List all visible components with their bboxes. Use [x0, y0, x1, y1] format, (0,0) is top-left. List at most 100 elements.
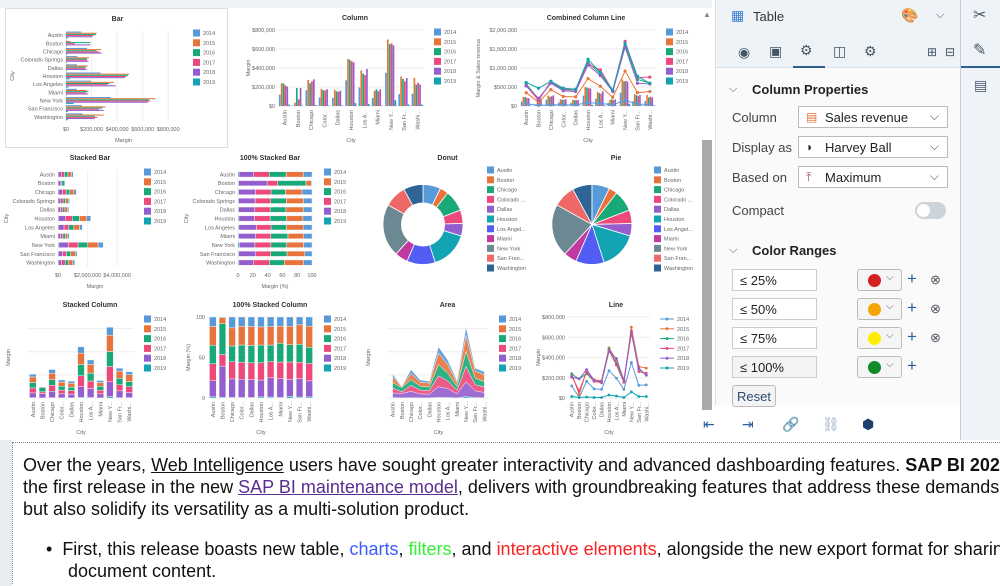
chart-pct_bar[interactable]: 100% Stacked Bar 2014 2015 2016 2017 2018 2019…: [180, 148, 360, 295]
chart-pct_column[interactable]: 100% Stacked Column 2014 2015 2016 2017 2018 2…: [180, 295, 360, 440]
column-segment: [77, 364, 85, 376]
doc-left-strip: [0, 440, 12, 586]
chart-pie[interactable]: Pie Austin Boston Chicago Colorado ... Dallas…: [530, 148, 702, 295]
color-picker[interactable]: ⌵: [857, 298, 902, 320]
paragraph-line-3: but also solidify its versatility as a m…: [23, 499, 470, 519]
palette-icon[interactable]: 🎨: [901, 7, 919, 23]
x-tick-label: Boston: [400, 402, 406, 419]
legend-label: New York: [497, 246, 520, 252]
reset-button[interactable]: Reset: [732, 385, 776, 407]
measure-icon: ▤: [806, 110, 818, 124]
tools-icon[interactable]: ✂: [973, 7, 987, 24]
line-point: [592, 387, 596, 391]
chart-column[interactable]: Column 2014 2015 2016 2017 2018 2019 Margin $0 $2…: [240, 8, 470, 148]
color-swatch: [868, 361, 881, 374]
web-intelligence-link[interactable]: Web Intelligence: [151, 455, 284, 475]
compact-toggle[interactable]: [915, 202, 946, 219]
legend-swatch: [654, 254, 661, 262]
x-tick-label: Washi...: [415, 110, 421, 130]
document-text-area[interactable]: Over the years, Web Intelligence users h…: [0, 440, 1000, 586]
scroll-up-icon[interactable]: ▲: [703, 10, 711, 19]
based-on-select[interactable]: ⤒ Maximum ⌵: [798, 166, 948, 188]
tab-layout-icon[interactable]: ◫: [833, 43, 847, 59]
column-segment: [67, 382, 75, 388]
display-as-select[interactable]: ◗ Harvey Ball ⌵: [798, 136, 948, 158]
column: [526, 97, 528, 106]
line-point: [611, 103, 615, 107]
add-range-icon[interactable]: +: [907, 298, 917, 317]
remove-range-icon[interactable]: ⊗: [930, 272, 941, 287]
column-segment: [58, 393, 66, 399]
hexagon-settings-icon[interactable]: ⬢: [862, 416, 875, 432]
column-segment: [247, 316, 255, 327]
clipboard-icon[interactable]: ▤: [974, 77, 988, 93]
chart-bar[interactable]: Bar 2014 2015 2016 2017 2018 2019 City $0 $200,00…: [5, 8, 228, 148]
bar: [66, 43, 75, 45]
bar-segment: [57, 189, 63, 195]
chart-stacked_bar[interactable]: Stacked Bar 2014 2015 2016 2017 2018 2019 City $…: [0, 148, 180, 295]
line-point: [648, 75, 652, 79]
range-input[interactable]: ≤ 75%: [732, 327, 817, 349]
expand-all-icon[interactable]: ⊞: [927, 45, 938, 59]
legend-label: Dallas: [664, 207, 680, 213]
legend-swatch: [324, 217, 331, 225]
display-as-value: Harvey Ball: [825, 140, 892, 155]
column-segment: [257, 316, 265, 328]
chart-donut[interactable]: Donut Austin Boston Chicago Colorado ... Dall…: [360, 148, 535, 295]
legend-swatch: [144, 207, 151, 215]
column: [603, 105, 606, 106]
column-segment: [67, 393, 75, 399]
add-range-icon[interactable]: +: [907, 327, 917, 346]
line-point: [570, 384, 574, 388]
range-input[interactable]: ≤ 100%: [732, 356, 817, 378]
legend-label: 2019: [676, 79, 688, 85]
tab-image-icon[interactable]: ▣: [769, 43, 783, 59]
color-picker[interactable]: ⌵: [857, 327, 902, 349]
range-input[interactable]: ≤ 50%: [732, 298, 817, 320]
unlink-icon[interactable]: ⛓: [822, 416, 840, 432]
text: the first release in the new: [23, 477, 239, 497]
indent-icon[interactable]: ⇥: [742, 416, 754, 432]
y-tick-label: $1,000,000: [489, 66, 517, 72]
column-segment: [218, 354, 227, 367]
column-select[interactable]: ▤ Sales revenue ⌵: [798, 106, 948, 128]
chevron-down-icon[interactable]: ⌵: [936, 9, 945, 21]
bar: [66, 32, 97, 34]
bar-segment: [64, 206, 68, 213]
column: [286, 86, 289, 106]
add-range-icon[interactable]: +: [907, 356, 917, 375]
legend-label: Austin: [664, 168, 679, 174]
range-input[interactable]: ≤ 25%: [732, 269, 817, 291]
tab-advanced-icon[interactable]: ⚙: [864, 43, 877, 59]
chart-stacked_column[interactable]: Stacked Column 2014 2015 2016 2017 2018 2019 Ma…: [0, 295, 180, 440]
column-segment: [247, 362, 255, 380]
x-tick-label: Los A...: [362, 110, 368, 129]
chart-area[interactable]: Area 2014 2015 2016 2017 2018 2019 Margin City Au…: [360, 295, 535, 440]
chart-combined[interactable]: Combined Column Line 2014 2015 2016 2017 2018…: [470, 8, 702, 148]
outdent-icon[interactable]: ⇤: [703, 416, 715, 432]
legend-swatch: [666, 38, 673, 46]
column-segment: [115, 384, 124, 392]
collapse-chevron-icon[interactable]: ⌵: [729, 83, 738, 95]
link-icon[interactable]: 🔗: [782, 416, 800, 432]
legend-label: 2018: [154, 209, 166, 215]
chart-svg: Combined Column Line 2014 2015 2016 2017 2018…: [476, 15, 688, 144]
remove-range-icon[interactable]: ⊗: [930, 301, 941, 316]
color-picker[interactable]: ⌵: [857, 269, 902, 291]
vertical-scrollbar[interactable]: [701, 140, 712, 410]
column: [294, 102, 296, 106]
chart-line[interactable]: Line 2014 2015 2016 2017 2018 2019 Margin $0 $200…: [530, 295, 702, 440]
bar-segment: [269, 259, 285, 266]
remove-range-icon[interactable]: ⊗: [930, 330, 941, 345]
tab-format-gear-icon[interactable]: ⚙: [800, 42, 813, 58]
collapse-chevron-icon[interactable]: ⌵: [729, 244, 738, 256]
bar-segment: [64, 259, 69, 266]
add-range-icon[interactable]: +: [907, 269, 917, 288]
tab-view-eye-icon[interactable]: ◉: [738, 44, 751, 60]
column: [398, 94, 401, 106]
color-picker[interactable]: ⌵: [857, 356, 902, 378]
maintenance-model-link[interactable]: SAP BI maintenance model: [238, 477, 458, 497]
format-brush-icon[interactable]: ✎: [973, 42, 987, 59]
collapse-all-icon[interactable]: ⊟: [945, 45, 956, 59]
x-tick-label: Washi...: [644, 402, 650, 422]
